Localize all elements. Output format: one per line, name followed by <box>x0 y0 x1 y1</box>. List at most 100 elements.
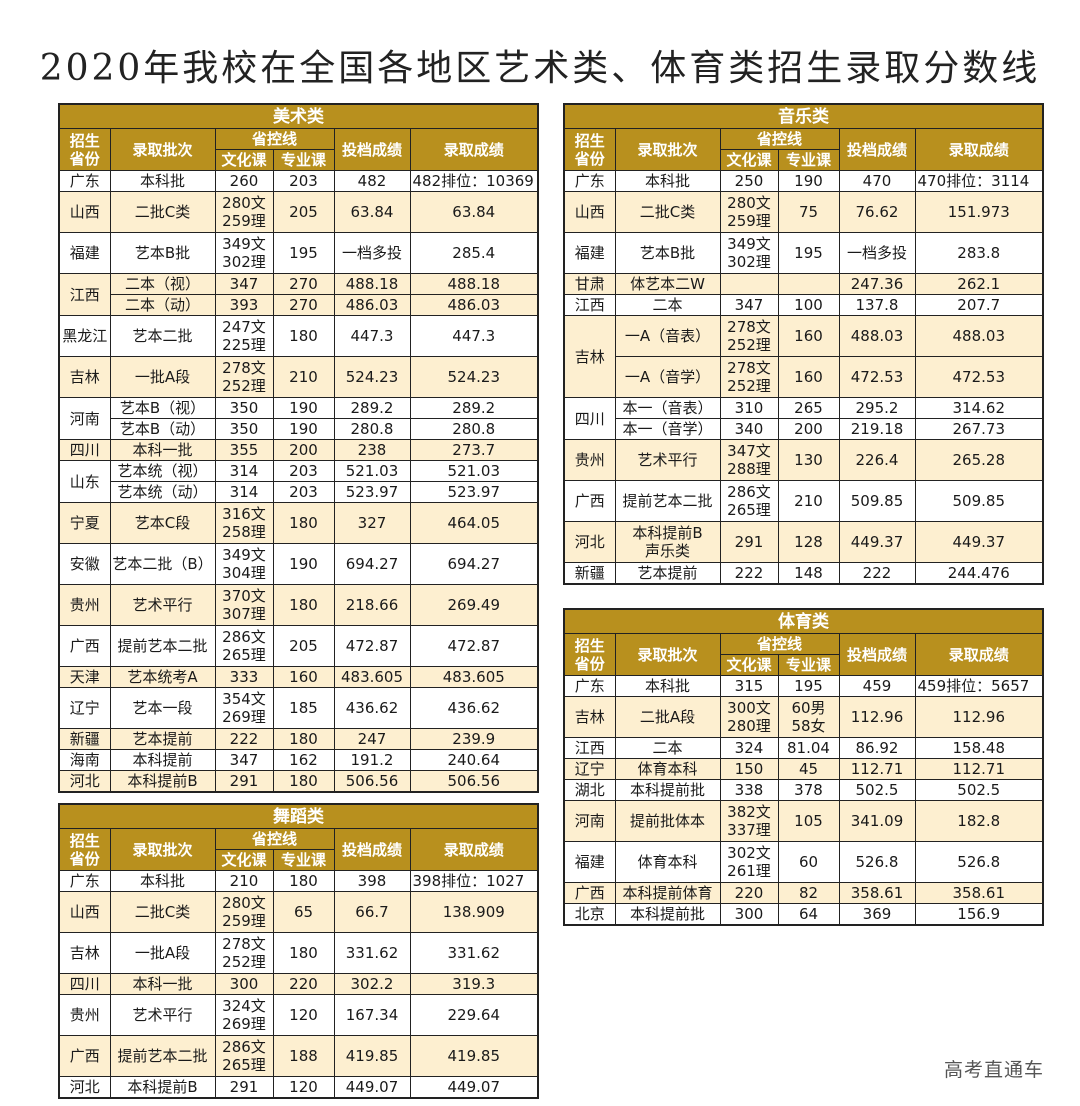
table-row: 广西 提前艺本二批 286文 265理 210 509.85 509.85 <box>563 480 1044 522</box>
batch-cell: 二本（视） <box>109 273 216 295</box>
culture-score-cell: 340 <box>719 418 779 440</box>
admission-score-cell: 207.7 <box>914 294 1044 316</box>
page-title: 2020年我校在全国各地区艺术类、体育类招生录取分数线 <box>39 48 1041 89</box>
major-score-cell: 105 <box>777 800 840 842</box>
major-score-cell: 180 <box>272 932 335 974</box>
culture-score-cell-line: 252理 <box>727 377 771 395</box>
sports-score-table: 体育类 招生 省份 录取批次 省控线 投档成绩 录取成绩 文化课 专业课 广东 本科批 315 195 4… <box>563 608 1045 926</box>
culture-score-cell <box>719 273 779 295</box>
filing-score-cell: 436.62 <box>333 687 411 729</box>
table-row: 江西 二本 324 81.04 86.92 158.48 <box>563 737 1044 759</box>
header-batch: 录取批次 <box>614 128 721 171</box>
admission-score-cell: 398排位：1027 <box>409 870 539 892</box>
culture-score-cell-line: 252理 <box>222 953 266 971</box>
header-admission-score: 录取成绩 <box>914 633 1044 676</box>
table-row: 四川 本科一批 300 220 302.2 319.3 <box>58 973 539 995</box>
music-score-table: 音乐类 招生 省份 录取批次 省控线 投档成绩 录取成绩 文化课 专业课 广东 本科批 250 190 4… <box>563 103 1045 585</box>
culture-score-cell-line: 302文 <box>727 844 771 862</box>
table-row: 河北 本科提前B 声乐类 291 128 449.37 449.37 <box>563 521 1044 563</box>
province-cell: 四川 <box>58 973 111 995</box>
culture-score-cell-line: 286文 <box>222 1038 266 1056</box>
culture-score-cell-line: 304理 <box>222 564 266 582</box>
province-cell: 宁夏 <box>58 502 111 544</box>
batch-cell: 本科提前体育 <box>614 882 721 904</box>
culture-score-cell: 222 <box>719 562 779 585</box>
batch-cell-line: 本科提前B <box>632 524 703 542</box>
culture-score-cell: 349文 302理 <box>719 232 779 274</box>
major-score-cell: 180 <box>272 502 335 544</box>
filing-score-cell: 76.62 <box>838 191 916 233</box>
province-cell: 吉林 <box>563 315 616 398</box>
header-province-line1: 招生 <box>574 636 605 655</box>
admission-score-cell: 319.3 <box>409 973 539 995</box>
header-province-line2: 省份 <box>574 149 605 168</box>
culture-score-cell: 338 <box>719 779 779 801</box>
admission-score-cell: 521.03 <box>409 460 539 482</box>
admission-score-cell: 482排位：10369 <box>409 170 539 192</box>
culture-score-cell: 315 <box>719 675 779 697</box>
header-province: 招生 省份 <box>58 128 111 171</box>
culture-score-cell-line: 349文 <box>222 235 266 253</box>
table-row: 广西 提前艺本二批 286文 265理 205 472.87 472.87 <box>58 625 539 667</box>
culture-score-cell: 347 <box>719 294 779 316</box>
culture-score-cell-line: 278文 <box>222 935 266 953</box>
admission-score-cell: 483.605 <box>409 666 539 688</box>
major-score-cell: 45 <box>777 758 840 780</box>
table-row: 黑龙江 艺本二批 247文 225理 180 447.3 447.3 <box>58 315 539 357</box>
batch-cell: 艺本一段 <box>109 687 216 729</box>
filing-score-cell: 459 <box>838 675 916 697</box>
table-row: 北京 本科提前批 300 64 369 156.9 <box>563 903 1044 926</box>
culture-score-cell: 349文 304理 <box>214 543 274 585</box>
category-title: 美术类 <box>58 103 539 129</box>
province-cell: 江西 <box>563 737 616 759</box>
culture-score-cell: 280文 259理 <box>214 191 274 233</box>
admission-score-cell: 447.3 <box>409 315 539 357</box>
filing-score-cell: 488.18 <box>333 273 411 295</box>
culture-score-cell-line: 247文 <box>222 318 266 336</box>
admission-score-cell: 239.9 <box>409 728 539 750</box>
culture-score-cell: 324文 269理 <box>214 994 274 1036</box>
province-cell: 河北 <box>58 770 111 793</box>
culture-score-cell: 286文 265理 <box>719 480 779 522</box>
admission-score-cell: 265.28 <box>914 439 1044 481</box>
batch-cell: 本科提前 <box>109 749 216 771</box>
batch-cell: 艺本B批 <box>109 232 216 274</box>
admission-score-cell: 419.85 <box>409 1035 539 1077</box>
major-score-cell: 128 <box>777 521 840 563</box>
header-batch: 录取批次 <box>109 128 216 171</box>
major-score-cell <box>777 273 840 295</box>
major-score-cell: 270 <box>272 294 335 316</box>
batch-cell: 一批A段 <box>109 932 216 974</box>
header-control-line: 省控线 <box>214 828 335 850</box>
province-cell: 福建 <box>563 841 616 883</box>
province-cell: 福建 <box>58 232 111 274</box>
major-score-cell: 180 <box>272 584 335 626</box>
header-province-line1: 招生 <box>69 131 100 150</box>
admission-score-cell: 464.05 <box>409 502 539 544</box>
batch-cell: 体艺本二W <box>614 273 721 295</box>
culture-score-cell-line: 258理 <box>222 523 266 541</box>
province-cell: 湖北 <box>563 779 616 801</box>
batch-cell-line: 声乐类 <box>644 542 690 560</box>
province-cell: 辽宁 <box>563 758 616 780</box>
batch-cell: 艺本二批（B） <box>109 543 216 585</box>
major-score-cell: 60 <box>777 841 840 883</box>
major-score-cell: 180 <box>272 728 335 750</box>
admission-score-cell: 486.03 <box>409 294 539 316</box>
province-cell: 天津 <box>58 666 111 688</box>
filing-score-cell: 358.61 <box>838 882 916 904</box>
art-score-table: 美术类 招生 省份 录取批次 省控线 投档成绩 录取成绩 文化课 专业课 广东 本科批 260 203 4… <box>58 103 540 793</box>
header-major: 专业课 <box>777 654 840 676</box>
filing-score-cell: 449.07 <box>333 1076 411 1099</box>
province-cell: 广西 <box>58 625 111 667</box>
culture-score-cell: 370文 307理 <box>214 584 274 626</box>
culture-score-cell: 316文 258理 <box>214 502 274 544</box>
table-row: 江西 二本 347 100 137.8 207.7 <box>563 294 1044 316</box>
culture-score-cell: 324 <box>719 737 779 759</box>
province-cell: 贵州 <box>58 584 111 626</box>
culture-score-cell: 382文 337理 <box>719 800 779 842</box>
major-score-cell: 185 <box>272 687 335 729</box>
culture-score-cell: 220 <box>719 882 779 904</box>
admission-score-cell: 502.5 <box>914 779 1044 801</box>
culture-score-cell: 291 <box>719 521 779 563</box>
